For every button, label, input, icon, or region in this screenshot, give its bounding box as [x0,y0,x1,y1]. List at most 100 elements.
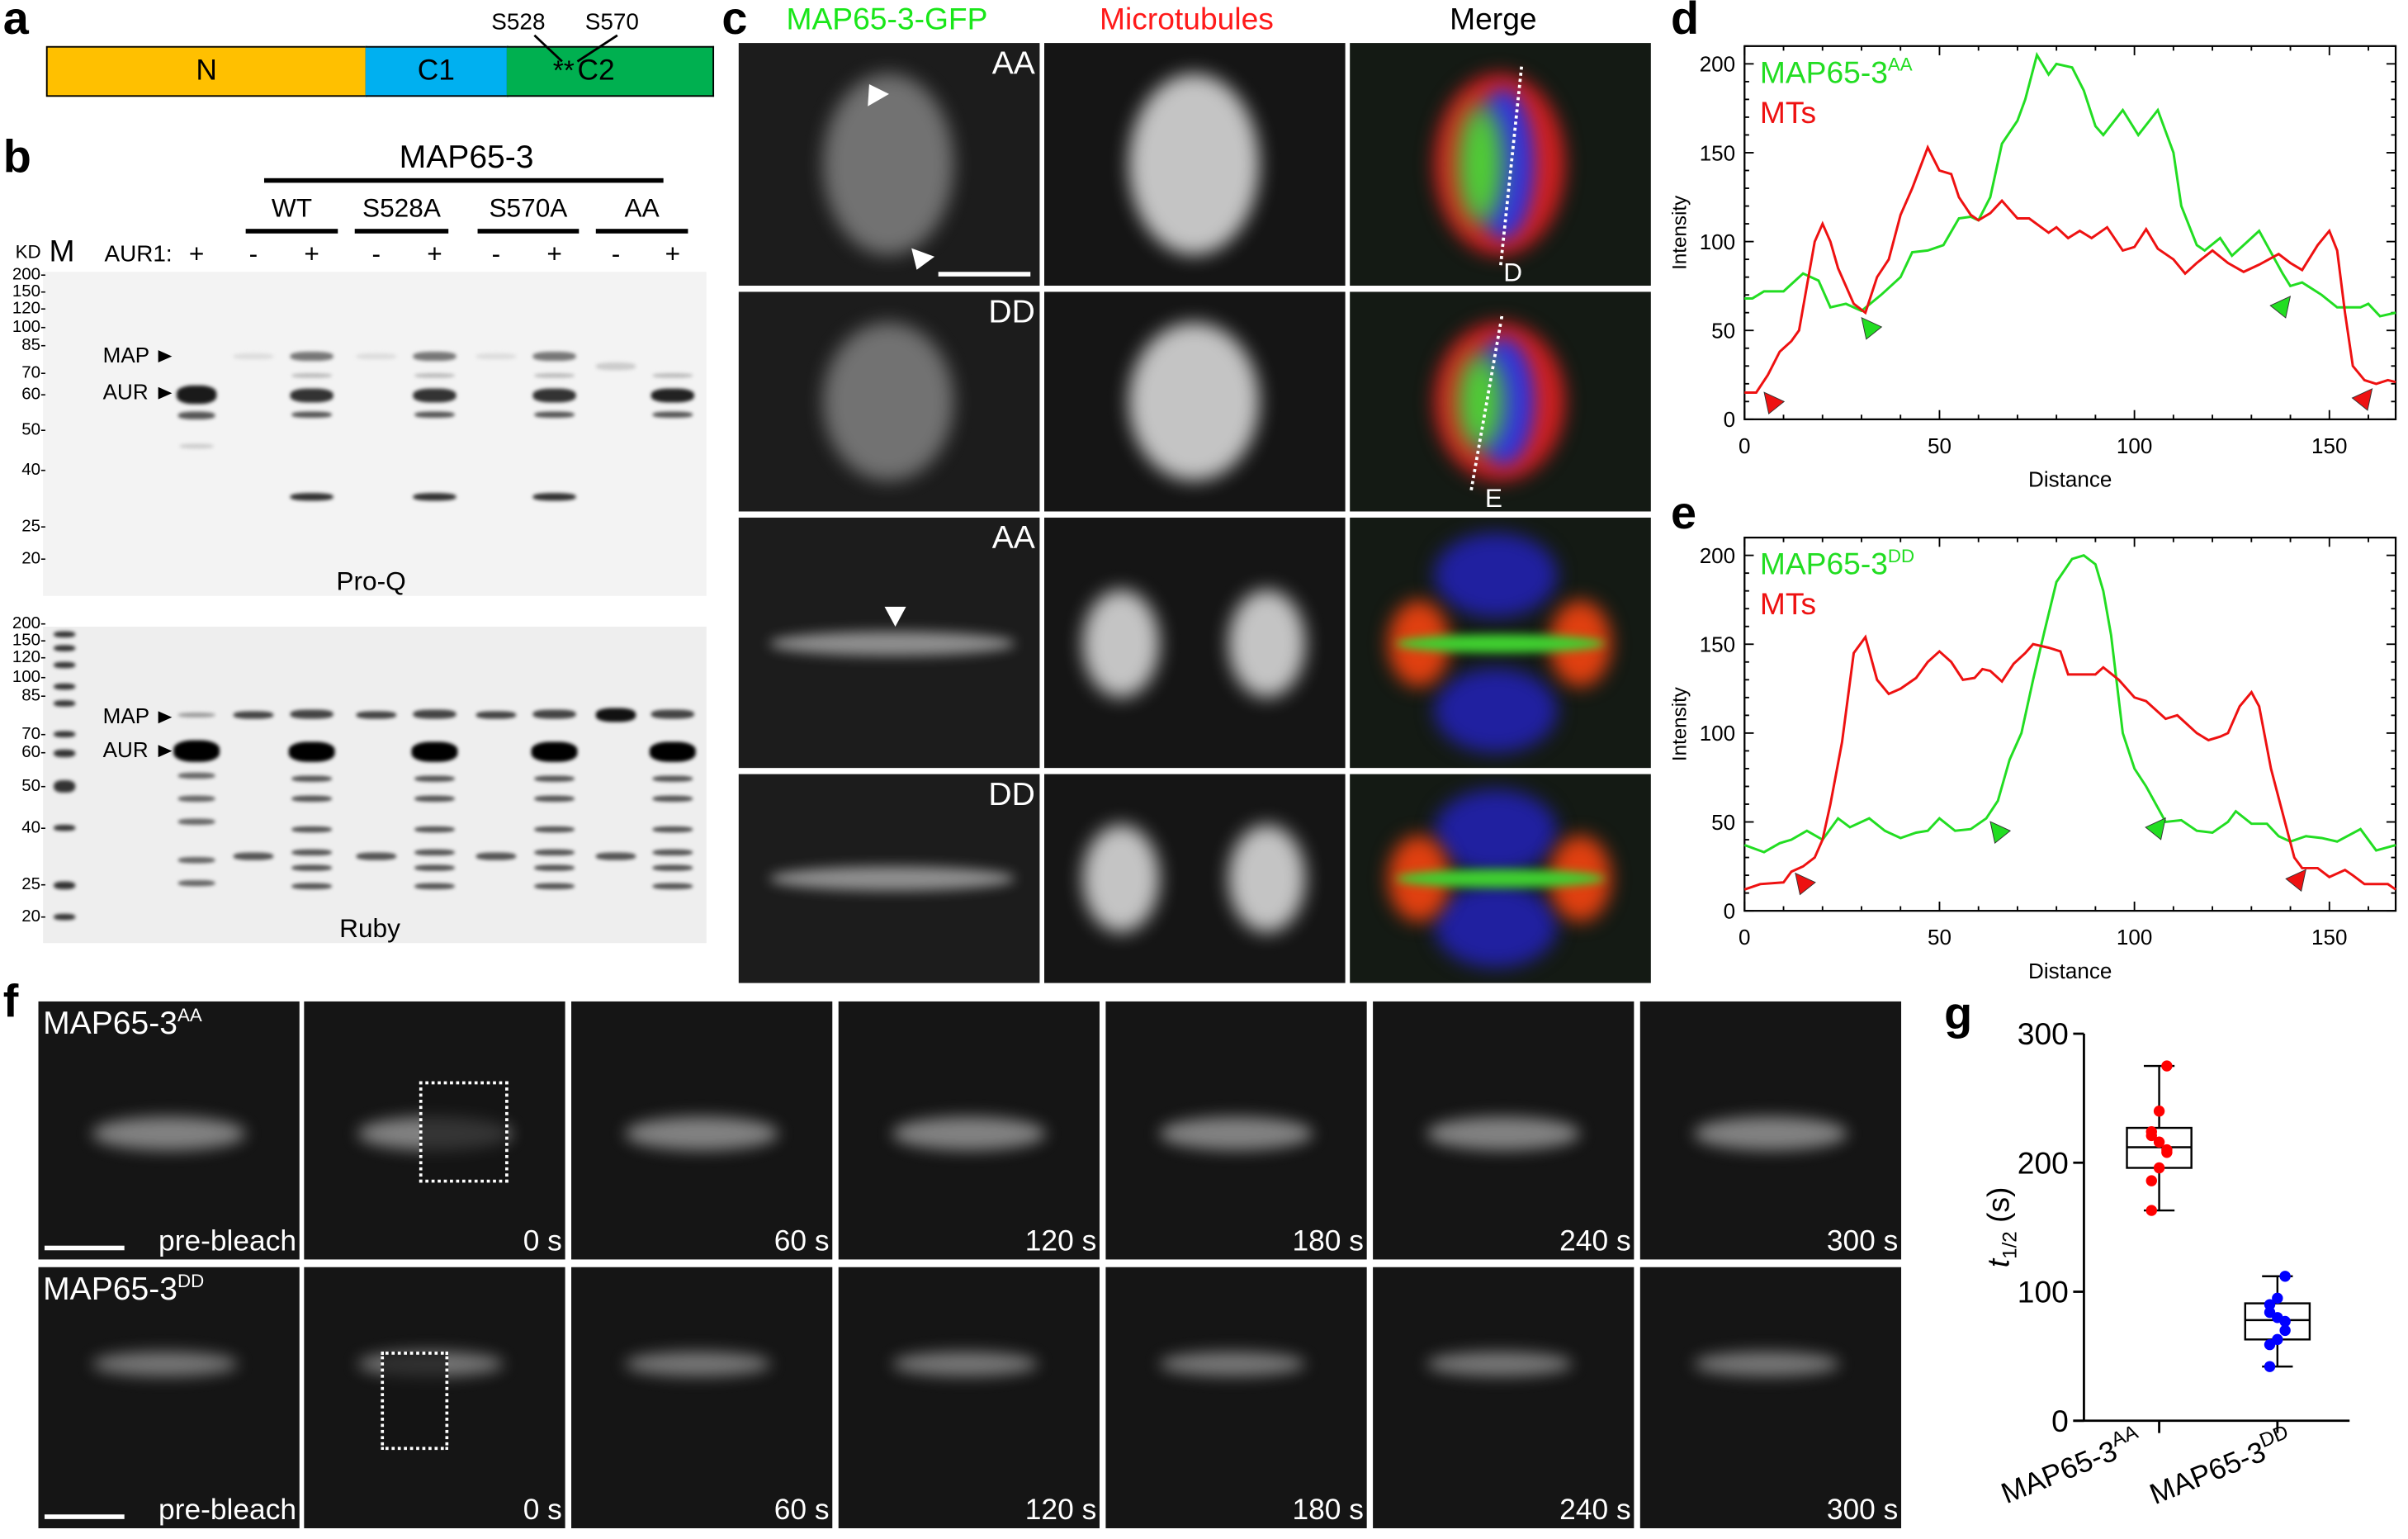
column-title-merge: Merge [1450,2,1537,37]
y-tick-label: 150 [1700,140,1735,165]
y-label-unit: (s) [1980,1187,2015,1232]
aur1-sign: - [371,239,381,269]
panel-label-f: f [2,977,19,1028]
column-title-microtubules: Microtubules [1099,2,1274,37]
y-tick-label: 0 [2051,1404,2069,1438]
gel-band [176,385,217,405]
legend-entry: MTs [1760,95,1816,130]
gel-band [595,851,636,859]
frap-frame: 180 s [1105,1267,1367,1528]
gel-band [54,661,76,669]
row-label: AA [991,45,1035,82]
marker-size-label: 120- [12,648,46,667]
gel-band [177,879,215,887]
micrograph-tile: E [1350,291,1651,512]
gel-title-proq: Pro-Q [336,566,406,596]
gel-band [177,857,215,864]
panel-label-e: e [1671,488,1697,539]
marker-size-label: 100- [12,318,46,337]
y-tick-label: 100 [1700,721,1735,746]
timepoint-label: 240 s [1559,1494,1631,1527]
arrowhead-marker [2285,869,2306,893]
midzone-signal [1693,1352,1840,1376]
variant-bar [245,229,338,234]
gel-band [475,710,517,718]
timepoint-label: 0 s [523,1225,562,1258]
x-tick-label: 150 [2311,925,2347,949]
gel-band [356,353,396,360]
marker-size-label: 50- [21,777,46,796]
row-label-name: MAP65-3 [43,1271,177,1308]
timepoint-label: 60 s [773,1225,830,1258]
band-label-aur: AUR [102,736,149,762]
timepoint-label: 300 s [1826,1494,1899,1527]
gel-band [290,492,334,500]
arrowhead-marker [1861,316,1883,340]
band-arrow-icon [158,745,173,758]
micrograph-tile: AA [738,517,1040,769]
nucleus-signal [1434,668,1558,753]
gel-band [356,851,396,859]
midzone-signal [769,630,1015,656]
gel-band [233,851,274,859]
gel-band [649,741,696,761]
domain-n: N [45,45,367,97]
plot-frame [1743,45,2397,420]
scale-bar [44,1245,125,1251]
row-label: MAP65-3AA [43,1006,202,1039]
legend-sup: AA [1888,54,1913,75]
gel-band [534,826,575,833]
gel-band [413,709,457,719]
protein-header: MAP65-3 [399,140,534,176]
frap-frame: 300 s [1639,1267,1902,1528]
gel-band [652,864,693,871]
gel-band [652,372,693,377]
y-tick-label: 0 [1724,898,1735,923]
gel-band [414,883,455,890]
line-chart-d: 0 50 100 150 0 50 100 150 200 Distance Intensity MA… [1669,45,2397,492]
micrograph-tile [1044,291,1346,512]
midzone-signal [625,1116,779,1151]
gel-band [54,824,76,831]
y-tick-label: 200 [2018,1145,2069,1180]
row-label-sup: AA [177,1004,202,1026]
gel-band [534,883,575,890]
panel-label-d: d [1671,0,1700,45]
gel-band [413,387,457,402]
midzone-signal [892,1352,1038,1376]
midzone-signal [1159,1116,1313,1151]
gel-band [177,795,215,803]
gel-band [475,851,517,859]
legend-text: MTs [1760,95,1816,130]
x-tick-label: 50 [1928,925,1951,949]
gel-band [413,352,457,362]
marker-size-label: 60- [21,385,46,405]
domain-c2-label: C2 [577,54,615,88]
legend-text: MAP65-3 [1760,547,1888,581]
gel-band [179,443,214,448]
marker-size-label: 25- [21,875,46,894]
gel-band [652,849,693,856]
x-tick-label: 150 [2311,433,2347,458]
frap-frame: 0 s [304,1001,565,1260]
gel-band [652,795,693,803]
arrowhead-marker [1989,821,2012,845]
gel-band [356,710,396,718]
series-line-mts [1744,144,2396,394]
gel-band [291,775,332,782]
gel-band [411,741,458,761]
midzone-signal [1426,1116,1581,1151]
data-point [2279,1271,2291,1282]
gel-band [173,740,220,762]
band-label-aur: AUR [102,379,149,405]
data-point [2145,1175,2157,1186]
gel-band [54,700,76,707]
spindle-signal [1128,322,1260,481]
frap-frame: 300 s [1639,1001,1902,1260]
gel-band [414,849,455,856]
gel-band [233,710,274,718]
gel-band [531,741,578,761]
gel-band [413,492,457,500]
gel-band [291,849,332,856]
gel-band [177,772,215,779]
